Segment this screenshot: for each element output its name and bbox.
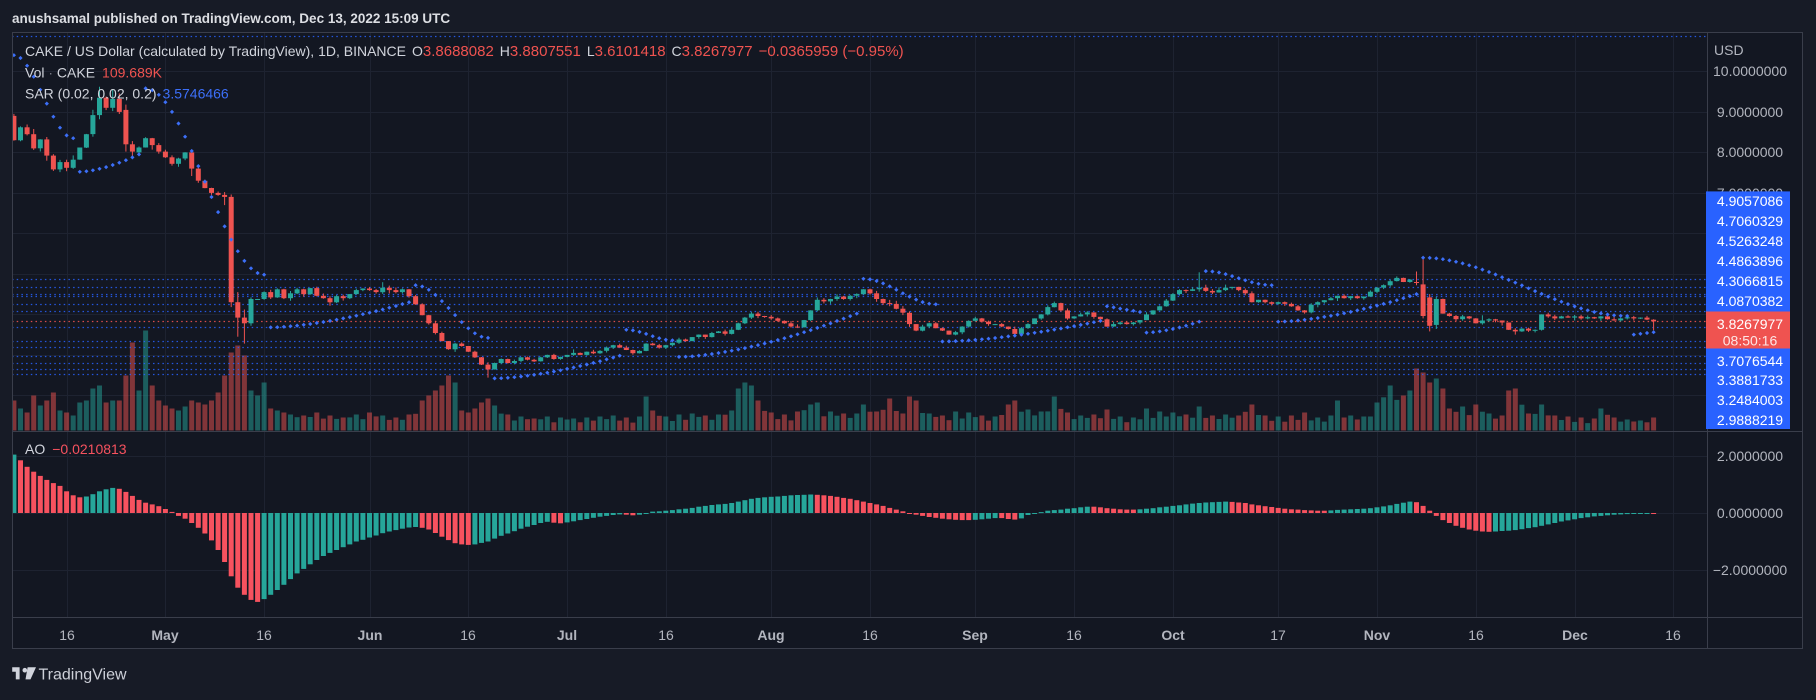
svg-text:16: 16 bbox=[1665, 627, 1681, 643]
svg-text:3.7076544: 3.7076544 bbox=[1717, 353, 1783, 369]
svg-text:CAKE / US Dollar (calculated b: CAKE / US Dollar (calculated by TradingV… bbox=[25, 43, 904, 60]
svg-text:4.0870382: 4.0870382 bbox=[1717, 293, 1783, 309]
svg-text:16: 16 bbox=[658, 627, 674, 643]
svg-text:0.0000000: 0.0000000 bbox=[1717, 505, 1783, 521]
svg-text:3.2484003: 3.2484003 bbox=[1717, 392, 1783, 408]
svg-text:USD: USD bbox=[1714, 42, 1744, 58]
svg-text:TradingView: TradingView bbox=[39, 667, 127, 684]
svg-text:17: 17 bbox=[1270, 627, 1286, 643]
svg-text:SAR (0.02, 0.02, 0.2)3.5746466: SAR (0.02, 0.02, 0.2) 3.5746466 bbox=[25, 86, 229, 102]
svg-text:9.0000000: 9.0000000 bbox=[1717, 104, 1783, 120]
svg-text:8.0000000: 8.0000000 bbox=[1717, 144, 1783, 160]
svg-text:AO−0.0210813: AO −0.0210813 bbox=[25, 441, 127, 457]
svg-text:4.5263248: 4.5263248 bbox=[1717, 233, 1783, 249]
svg-text:16: 16 bbox=[59, 627, 75, 643]
svg-text:4.7060329: 4.7060329 bbox=[1717, 213, 1783, 229]
svg-text:08:50:16: 08:50:16 bbox=[1723, 333, 1778, 349]
svg-text:16: 16 bbox=[460, 627, 476, 643]
svg-text:4.4863896: 4.4863896 bbox=[1717, 253, 1783, 269]
svg-text:−2.0000000: −2.0000000 bbox=[1713, 562, 1788, 578]
svg-text:Sep: Sep bbox=[962, 627, 988, 643]
svg-text:Oct: Oct bbox=[1161, 627, 1185, 643]
svg-text:16: 16 bbox=[256, 627, 272, 643]
svg-text:May: May bbox=[151, 627, 178, 643]
svg-text:Jun: Jun bbox=[358, 627, 383, 643]
svg-text:2.0000000: 2.0000000 bbox=[1717, 448, 1783, 464]
svg-text:16: 16 bbox=[1468, 627, 1484, 643]
svg-text:4.3066815: 4.3066815 bbox=[1717, 273, 1783, 289]
svg-text:Nov: Nov bbox=[1364, 627, 1391, 643]
svg-text:2.9888219: 2.9888219 bbox=[1717, 412, 1783, 428]
svg-text:Aug: Aug bbox=[757, 627, 784, 643]
svg-text:4.9057086: 4.9057086 bbox=[1717, 193, 1783, 209]
svg-text:10.0000000: 10.0000000 bbox=[1713, 63, 1787, 79]
svg-text:3.8267977: 3.8267977 bbox=[1717, 316, 1783, 332]
svg-text:16: 16 bbox=[1066, 627, 1082, 643]
svg-text:3.3881733: 3.3881733 bbox=[1717, 372, 1783, 388]
svg-text:Dec: Dec bbox=[1562, 627, 1588, 643]
svg-text:16: 16 bbox=[862, 627, 878, 643]
svg-text:anushsamal published on Tradin: anushsamal published on TradingView.com,… bbox=[12, 11, 450, 26]
svg-text:Jul: Jul bbox=[557, 627, 577, 643]
